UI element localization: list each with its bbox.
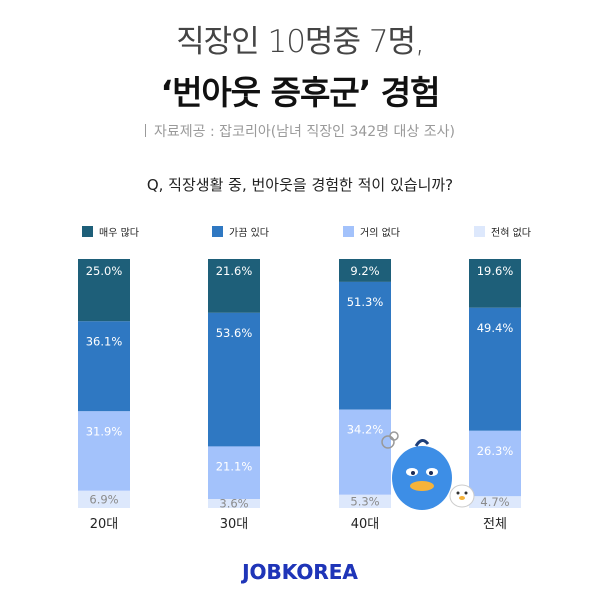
value-label-1-1: 25.0% (86, 264, 123, 278)
mascot-illustration (381, 431, 475, 510)
value-label-3-4: 5.3% (350, 494, 379, 508)
jobkorea-logo: JOBKOREA (0, 560, 600, 584)
source-text: 자료제공 : 잡코리아(남녀 직장인 342명 대상 조사) (154, 124, 455, 140)
bar-segment-1-3 (78, 411, 130, 491)
value-label-3-2: 51.3% (347, 295, 384, 309)
value-label-3-3: 34.2% (347, 423, 384, 437)
category-label-3: 40대 (351, 517, 380, 532)
bar-segment-2-1 (208, 259, 260, 313)
logo-text: JOBKOREA (242, 560, 358, 584)
value-label-1-3: 31.9% (86, 424, 123, 438)
stacked-bar-chart: 매우 많다 가끔 있다 거의 없다 전혀 없다 25.0% 36.1% 31.9% 6.9% 2… (78, 226, 531, 532)
bar-segment-3-2 (339, 281, 391, 410)
value-label-2-1: 21.6% (216, 264, 253, 278)
bar-segment-4-1 (469, 259, 521, 308)
value-label-3-1: 9.2% (350, 264, 379, 278)
source-divider (145, 124, 147, 137)
bar-segment-2-2 (208, 312, 260, 447)
legend-swatch-2 (212, 226, 223, 237)
legend-label-4: 전혀 없다 (491, 226, 531, 239)
legend-label-1: 매우 많다 (99, 227, 139, 239)
bar-segment-1-2 (78, 321, 130, 412)
bar-segment-1-4 (78, 490, 130, 508)
value-label-2-2: 53.6% (216, 326, 253, 340)
title-line1: 직장인 10명중 7명, (176, 24, 425, 60)
value-label-4-4: 4.7% (480, 495, 509, 509)
source-note: 자료제공 : 잡코리아(남녀 직장인 342명 대상 조사) (0, 121, 600, 141)
bar-segment-2-4 (208, 499, 260, 508)
category-label-2: 30대 (220, 517, 249, 532)
bar-segment-3-3 (339, 409, 391, 495)
value-label-4-1: 19.6% (477, 264, 514, 278)
legend-label-3: 거의 없다 (360, 226, 400, 239)
bar-segment-4-3 (469, 430, 521, 497)
bar-segment-4-4 (469, 496, 521, 508)
bar-segment-4-2 (469, 307, 521, 431)
bar-segment-3-4 (339, 494, 391, 508)
legend-swatch-1 (82, 226, 93, 237)
value-label-4-3: 26.3% (477, 444, 514, 458)
category-label-1: 20대 (90, 517, 119, 532)
bar-segment-1-1 (78, 259, 130, 322)
value-label-2-4: 3.6% (219, 497, 248, 511)
legend-swatch-4 (474, 226, 485, 237)
value-label-1-2: 36.1% (86, 334, 123, 348)
value-label-1-4: 6.9% (89, 492, 118, 506)
legend-label-2: 가끔 있다 (229, 227, 269, 239)
legend-swatch-3 (343, 226, 354, 237)
title-line2: ‘번아웃 증후군’ 경험 (160, 73, 441, 112)
survey-question: Q, 직장생활 중, 번아웃을 경험한 적이 있습니까? (146, 176, 454, 194)
value-label-2-3: 21.1% (216, 459, 253, 473)
value-label-4-2: 49.4% (477, 321, 514, 335)
category-label-4: 전체 (483, 517, 507, 532)
bar-segment-2-3 (208, 446, 260, 500)
bar-segment-3-1 (339, 259, 391, 282)
